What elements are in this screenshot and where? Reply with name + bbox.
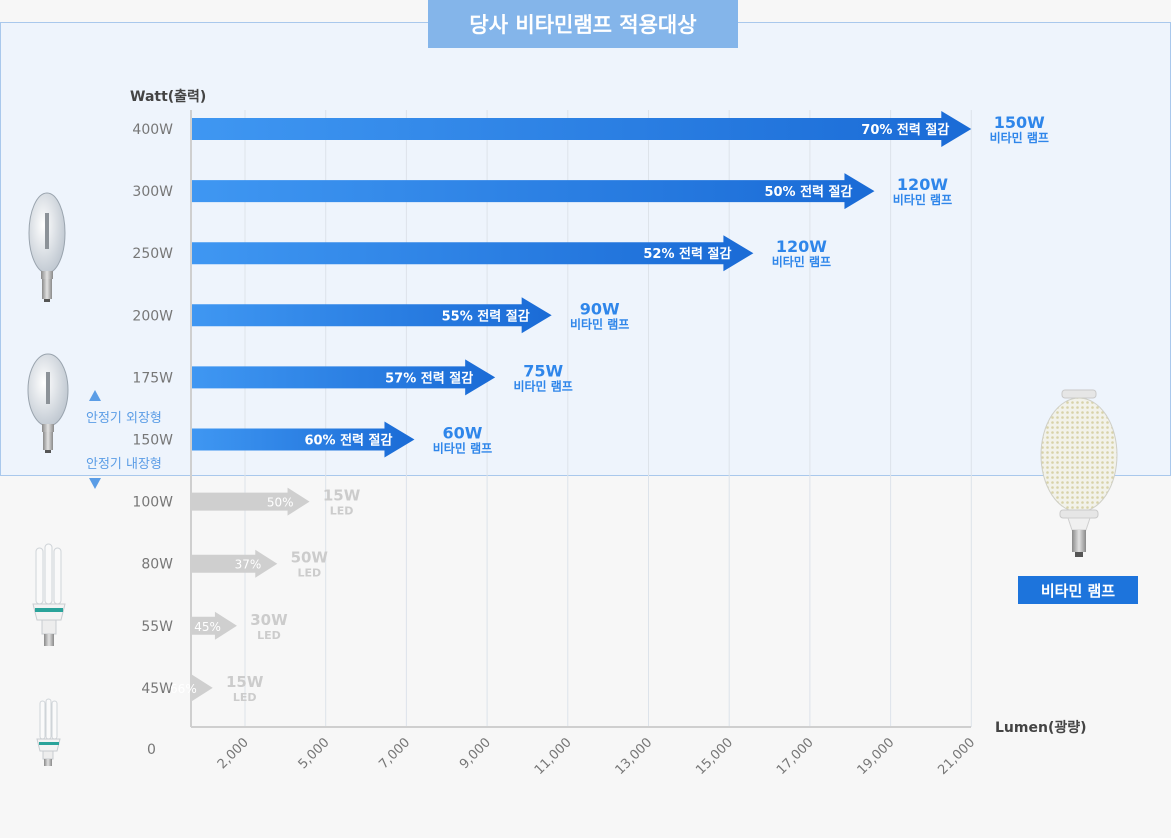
vitamin-bar	[192, 173, 875, 210]
result-watt-label: 50W	[291, 549, 329, 567]
bar-saving-label: 50%	[267, 496, 294, 510]
y-category-label: 80W	[141, 557, 173, 573]
x-tick-label: 2,000	[215, 735, 252, 772]
vitamin-bar	[192, 297, 552, 334]
vitamin-bar	[192, 111, 972, 147]
result-watt-label: 30W	[250, 611, 288, 629]
vitamin-bar	[192, 359, 496, 396]
metal-halide-lamp-icon	[27, 353, 69, 453]
y-category-label: 100W	[132, 495, 173, 511]
result-watt-label: 60W	[443, 424, 483, 443]
separator-up-text: 안정기 외장형	[86, 411, 162, 426]
x-tick-label: 13,000	[613, 735, 656, 778]
metal-halide-lamp-icon	[28, 192, 66, 302]
y-category-label: 250W	[132, 246, 173, 262]
vitamin-bar	[192, 235, 754, 272]
result-type-label: 비타민 램프	[433, 441, 492, 456]
bar-saving-label: 66%	[170, 682, 197, 696]
triangle-up-icon	[89, 390, 101, 401]
vitamin-lamp-label: 비타민 램프	[1018, 576, 1138, 604]
result-watt-label: 15W	[226, 673, 264, 691]
compact-fluorescent-lamp-icon	[36, 698, 61, 766]
result-type-label: LED	[257, 629, 281, 642]
bar-saving-label: 52% 전력 절감	[643, 246, 731, 262]
result-watt-label: 150W	[994, 113, 1045, 132]
led-bar	[192, 611, 237, 640]
result-watt-label: 120W	[776, 237, 827, 256]
bar-saving-label: 50% 전력 절감	[764, 184, 852, 200]
result-type-label: LED	[233, 691, 257, 704]
y-category-label: 150W	[132, 433, 173, 449]
x-tick-label: 21,000	[935, 735, 978, 778]
x-axis-title: Lumen(광량)	[995, 719, 1087, 736]
y-category-label: 400W	[132, 122, 173, 138]
triangle-down-icon	[89, 478, 101, 489]
page-title: 당사 비타민램프 적용대상	[428, 0, 738, 48]
bar-saving-label: 37%	[235, 558, 262, 572]
led-bar	[192, 487, 310, 516]
x-tick-label: 15,000	[693, 735, 736, 778]
led-bar	[190, 673, 213, 702]
origin-label: 0	[147, 742, 156, 758]
x-tick-label: 17,000	[774, 735, 817, 778]
bar-saving-label: 70% 전력 절감	[861, 122, 949, 138]
y-category-label: 55W	[141, 619, 173, 635]
y-category-label: 45W	[141, 681, 173, 697]
y-axis-title: Watt(출력)	[130, 88, 206, 105]
compact-fluorescent-lamp-icon	[32, 543, 66, 646]
y-category-label: 200W	[132, 308, 173, 324]
x-tick-label: 7,000	[376, 735, 413, 772]
y-category-label: 300W	[132, 184, 173, 200]
result-type-label: 비타민 램프	[513, 378, 572, 393]
vitamin-lamp-icon	[1040, 389, 1118, 557]
result-watt-label: 90W	[580, 299, 620, 318]
bar-saving-label: 45%	[194, 620, 221, 634]
result-type-label: 비타민 램프	[570, 316, 629, 331]
result-watt-label: 120W	[897, 175, 948, 194]
vitamin-bar	[192, 421, 415, 458]
result-type-label: 비타민 램프	[893, 192, 952, 207]
x-tick-label: 11,000	[532, 735, 575, 778]
bar-saving-label: 57% 전력 절감	[385, 370, 473, 386]
bar-saving-label: 60% 전력 절감	[304, 433, 392, 449]
led-bar	[192, 549, 278, 578]
x-tick-label: 9,000	[457, 735, 494, 772]
bar-saving-label: 55% 전력 절감	[442, 308, 530, 324]
y-category-label: 175W	[132, 370, 173, 386]
x-tick-label: 19,000	[855, 735, 898, 778]
result-type-label: 비타민 램프	[772, 254, 831, 269]
separator-down-text: 안정기 내장형	[86, 457, 162, 472]
result-watt-label: 75W	[523, 361, 563, 380]
result-watt-label: 15W	[323, 487, 361, 505]
result-type-label: 비타민 램프	[990, 130, 1049, 145]
result-type-label: LED	[297, 567, 321, 580]
result-type-label: LED	[330, 505, 354, 518]
x-tick-label: 5,000	[296, 735, 333, 772]
